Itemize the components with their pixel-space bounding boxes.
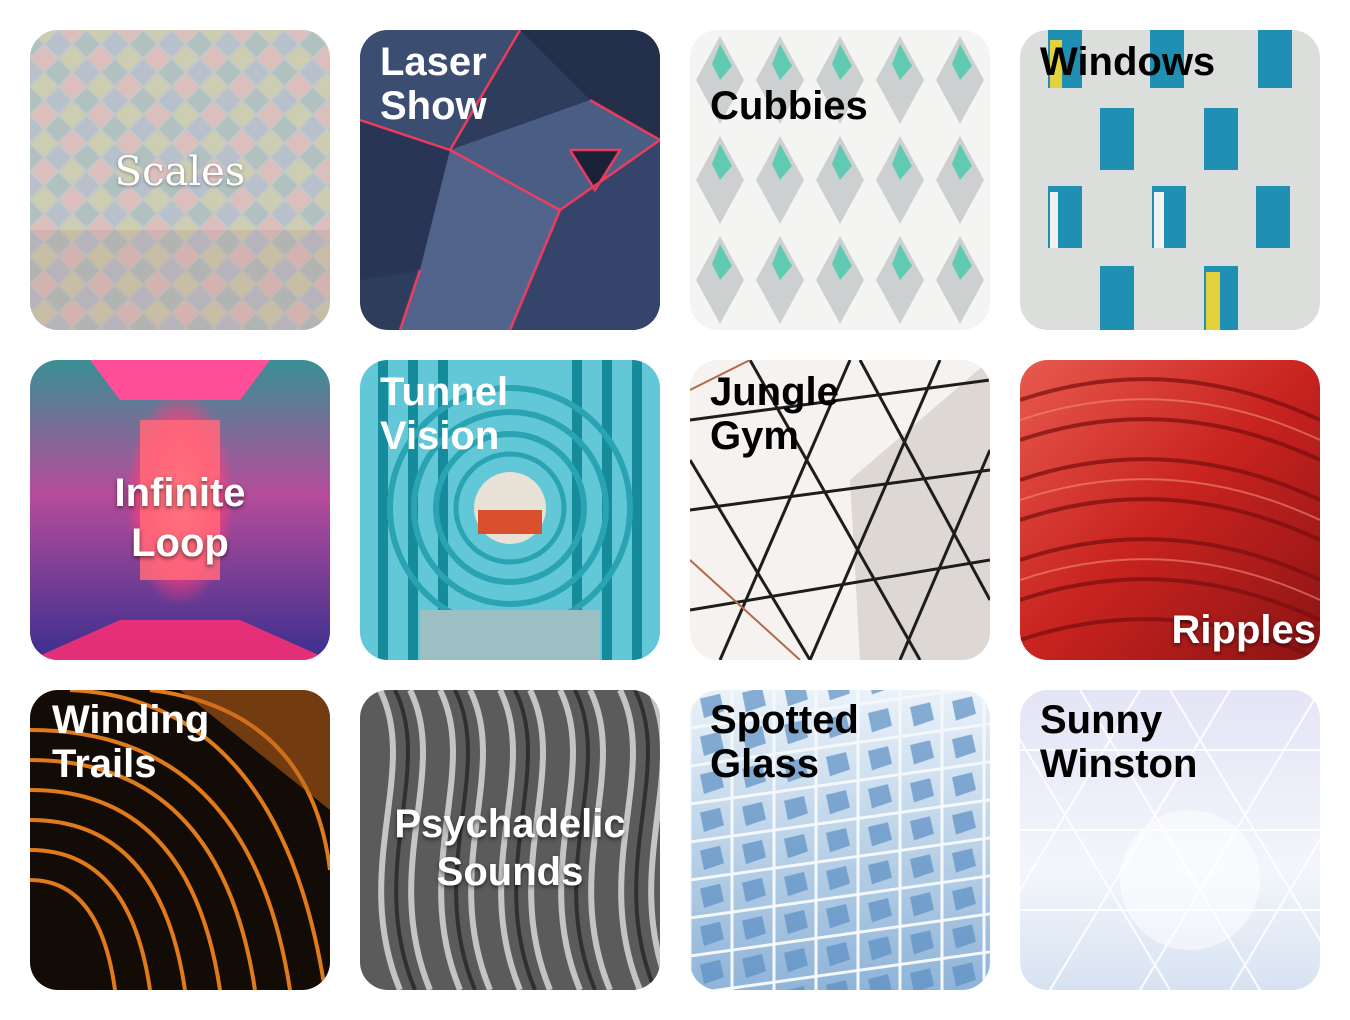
- tile-scales[interactable]: Scales: [30, 30, 330, 330]
- tile-tunnel-vision[interactable]: Tunnel Vision: [360, 360, 660, 660]
- psychadelic-sounds-image: [360, 690, 660, 990]
- tile-ripples[interactable]: Ripples: [1020, 360, 1320, 660]
- tile-label: Ripples: [1171, 608, 1316, 652]
- laser-show-image: [360, 30, 660, 330]
- tile-laser-show[interactable]: Laser Show: [360, 30, 660, 330]
- tunnel-vision-image: [360, 360, 660, 660]
- tile-label: Tunnel Vision: [380, 370, 509, 458]
- tile-label: Scales: [114, 149, 246, 195]
- tile-label: Cubbies: [710, 84, 868, 128]
- tile-label: Laser Show: [380, 40, 487, 128]
- spotted-glass-image: [690, 690, 990, 990]
- tile-label: Winding Trails: [52, 698, 210, 786]
- windows-image: [1020, 30, 1320, 330]
- tile-winding-trails[interactable]: Winding Trails: [30, 690, 330, 990]
- ripples-image: [1020, 360, 1320, 660]
- tile-spotted-glass[interactable]: Spotted Glass: [690, 690, 990, 990]
- tile-infinite-loop[interactable]: Infinite Loop: [30, 360, 330, 660]
- tile-sunny-winston[interactable]: Sunny Winston: [1020, 690, 1320, 990]
- sunny-winston-image: [1020, 690, 1320, 990]
- tile-psychadelic-sounds[interactable]: Psychadelic Sounds: [360, 690, 660, 990]
- winding-trails-image: [30, 690, 330, 990]
- infinite-loop-image: [30, 360, 330, 660]
- theme-grid: Scales Laser Show: [30, 30, 1320, 990]
- tile-windows[interactable]: Windows: [1020, 30, 1320, 330]
- tile-label: Infinite Loop: [114, 471, 246, 565]
- tile-label: Jungle Gym: [710, 370, 839, 458]
- jungle-gym-image: [690, 360, 990, 660]
- tile-label: Sunny Winston: [1040, 698, 1198, 786]
- tile-jungle-gym[interactable]: Jungle Gym: [690, 360, 990, 660]
- tile-label: Spotted Glass: [710, 698, 859, 786]
- tile-label: Psychadelic Sounds: [394, 802, 626, 894]
- scales-image: [30, 30, 330, 330]
- tile-cubbies[interactable]: Cubbies: [690, 30, 990, 330]
- tile-label: Windows: [1040, 40, 1216, 84]
- cubbies-image: [690, 30, 990, 330]
